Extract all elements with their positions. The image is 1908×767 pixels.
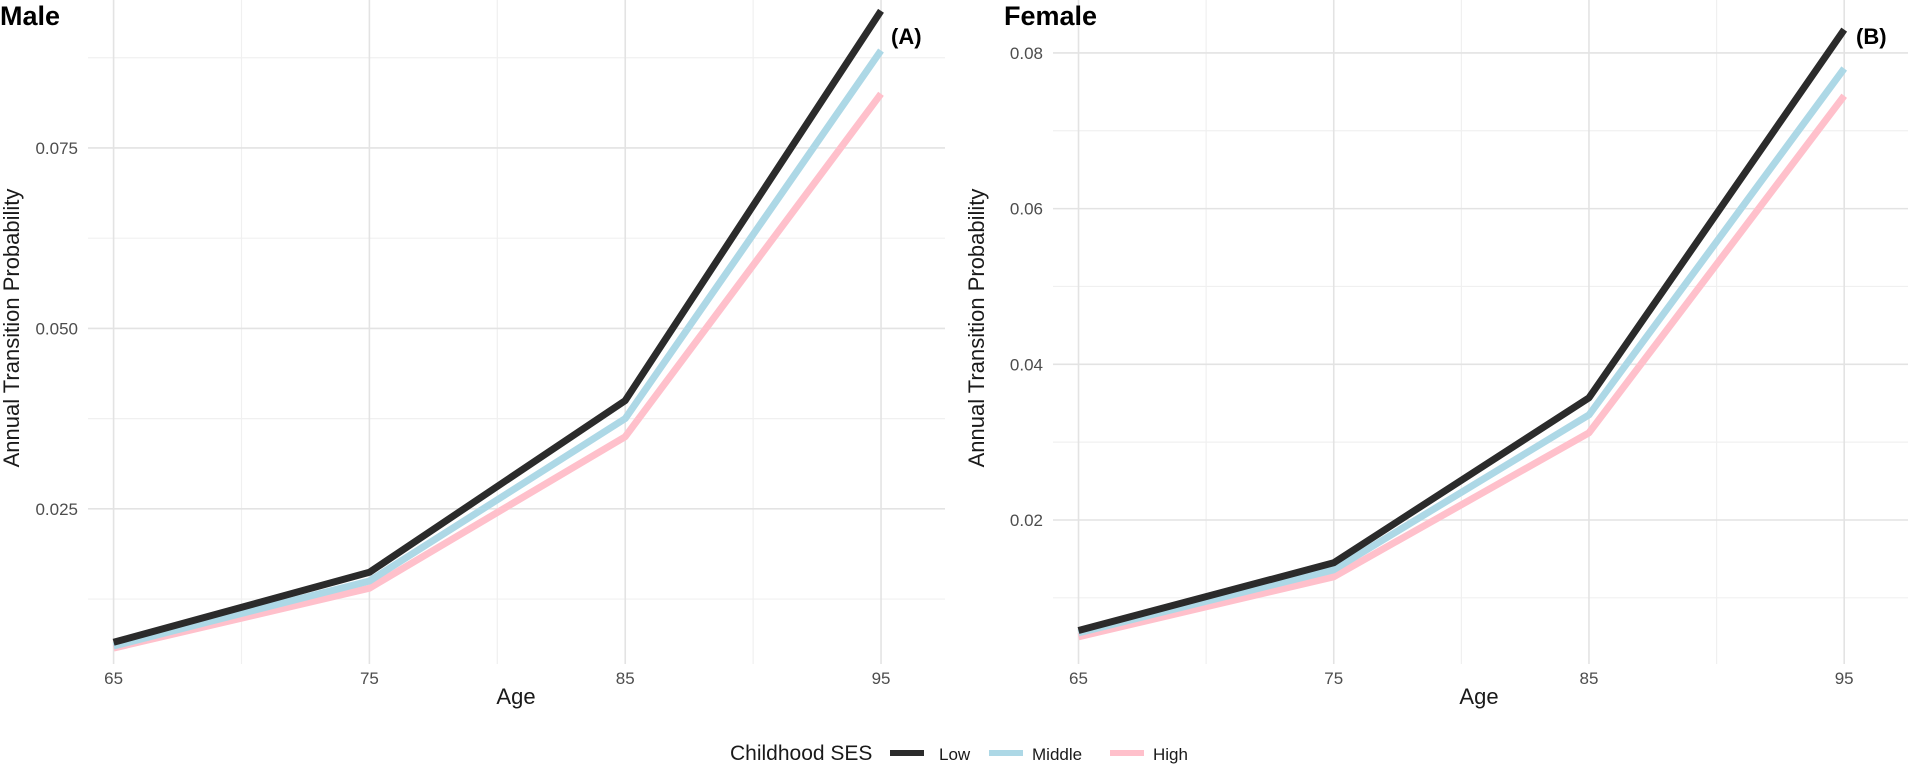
y-tick-label: 0.08 <box>1010 44 1043 63</box>
y-tick-label: 0.050 <box>35 319 78 338</box>
panel-female-x-title: Age <box>1459 684 1498 709</box>
x-tick-label: 95 <box>872 669 891 688</box>
series-line-middle <box>112 48 884 650</box>
panel-female: 0.02 0.04 0.06 0.08 65 75 85 95 Female (B) Age… <box>964 0 1908 709</box>
panel-female-y-axis: 0.02 0.04 0.06 0.08 <box>1010 44 1043 530</box>
panel-male-y-title: Annual Transition Probability <box>0 189 24 468</box>
x-tick-label: 75 <box>1324 669 1343 688</box>
x-tick-label: 85 <box>616 669 635 688</box>
panel-male-title: Male <box>0 1 60 31</box>
x-tick-label: 85 <box>1580 669 1599 688</box>
y-tick-label: 0.02 <box>1010 511 1043 530</box>
panel-male: 0.025 0.050 0.075 65 75 85 95 Male (A) Age An… <box>0 0 945 709</box>
panel-female-x-axis: 65 75 85 95 <box>1069 669 1854 688</box>
series-line-low <box>1077 27 1848 634</box>
panel-male-x-axis: 65 75 85 95 <box>104 669 890 688</box>
panel-male-x-title: Age <box>496 684 535 709</box>
panel-female-grid <box>1053 0 1908 664</box>
panel-female-y-title: Annual Transition Probability <box>964 189 989 468</box>
series-line-high <box>1077 93 1847 641</box>
panel-female-tag: (B) <box>1856 24 1887 49</box>
legend-label-low: Low <box>939 745 971 764</box>
y-tick-label: 0.025 <box>35 500 78 519</box>
panel-male-lines <box>112 8 884 652</box>
series-line-middle <box>1077 66 1848 637</box>
x-tick-label: 65 <box>104 669 123 688</box>
y-tick-label: 0.075 <box>35 139 78 158</box>
panel-female-lines <box>1077 27 1848 641</box>
legend-title: Childhood SES <box>730 742 872 765</box>
series-line-low <box>112 8 884 646</box>
legend: Childhood SES Low Middle High <box>730 742 1188 765</box>
legend-label-middle: Middle <box>1032 745 1082 764</box>
legend-label-high: High <box>1153 745 1188 764</box>
series-line-high <box>112 91 884 652</box>
panel-male-grid <box>88 0 945 664</box>
x-tick-label: 75 <box>360 669 379 688</box>
x-tick-label: 95 <box>1835 669 1854 688</box>
panel-female-title: Female <box>1004 1 1097 31</box>
panel-male-tag: (A) <box>891 24 922 49</box>
y-tick-label: 0.06 <box>1010 200 1043 219</box>
panel-male-y-axis: 0.025 0.050 0.075 <box>35 139 78 519</box>
x-tick-label: 65 <box>1069 669 1088 688</box>
y-tick-label: 0.04 <box>1010 355 1043 374</box>
